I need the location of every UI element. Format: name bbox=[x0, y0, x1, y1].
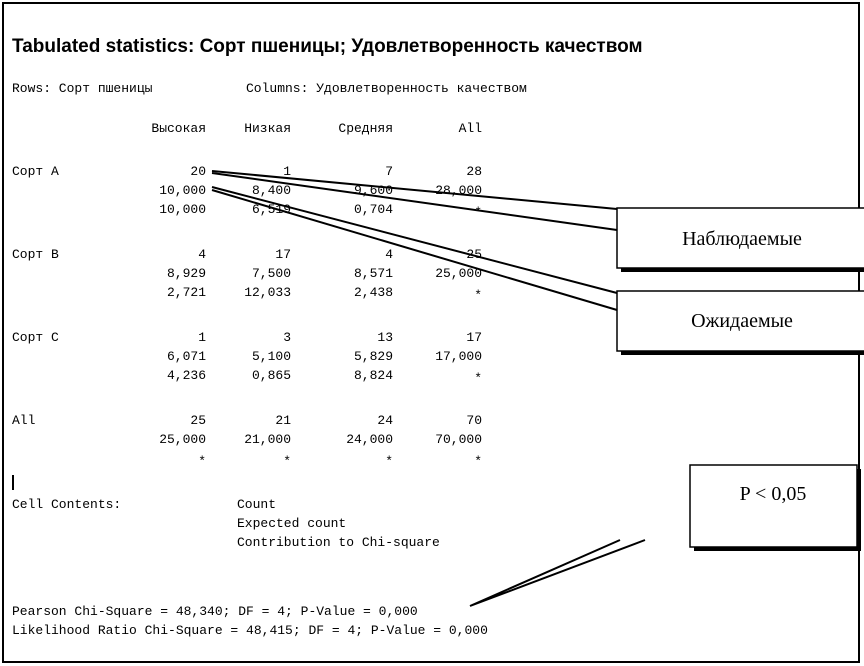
cell: 0,865 bbox=[252, 368, 291, 383]
columns-caption: Columns: Удовлетворенность качеством bbox=[246, 81, 527, 96]
cell: 5,829 bbox=[354, 349, 393, 364]
cell: 8,824 bbox=[354, 368, 393, 383]
callout-box bbox=[616, 207, 864, 269]
cell: 17 bbox=[275, 247, 291, 262]
cell: 12,033 bbox=[244, 285, 291, 300]
row-label: All bbox=[12, 413, 36, 428]
callout-box bbox=[689, 464, 858, 548]
cell: * bbox=[385, 454, 393, 469]
cell: 10,000 bbox=[159, 183, 206, 198]
cell: 28 bbox=[466, 164, 482, 179]
cell: 21 bbox=[275, 413, 291, 428]
cell: 4 bbox=[385, 247, 393, 262]
cell: * bbox=[474, 288, 482, 303]
cell: * bbox=[474, 205, 482, 220]
cell: * bbox=[474, 454, 482, 469]
cell: 8,400 bbox=[252, 183, 291, 198]
cell: 0,704 bbox=[354, 202, 393, 217]
cell: 7,500 bbox=[252, 266, 291, 281]
cell: 25 bbox=[190, 413, 206, 428]
cell-contents-item: Contribution to Chi-square bbox=[237, 535, 440, 550]
cell-contents-label: Cell Contents: bbox=[12, 497, 121, 512]
cell: 13 bbox=[377, 330, 393, 345]
cell: 70 bbox=[466, 413, 482, 428]
cell: * bbox=[283, 454, 291, 469]
callout-box bbox=[616, 290, 864, 352]
cell: 70,000 bbox=[435, 432, 482, 447]
callout-text: Наблюдаемые bbox=[682, 228, 802, 250]
callout-text: Ожидаемые bbox=[691, 310, 793, 332]
cell: 25,000 bbox=[159, 432, 206, 447]
column-header: Средняя bbox=[338, 121, 393, 136]
cell: 2,438 bbox=[354, 285, 393, 300]
callout-text: P < 0,05 bbox=[740, 483, 807, 505]
column-header: Высокая bbox=[151, 121, 206, 136]
cell: 5,100 bbox=[252, 349, 291, 364]
cell: 25,000 bbox=[435, 266, 482, 281]
cell-contents-item: Count bbox=[237, 497, 276, 512]
cell: 4,236 bbox=[167, 368, 206, 383]
result-line: Likelihood Ratio Chi-Square = 48,415; DF… bbox=[12, 623, 488, 638]
cell: 8,571 bbox=[354, 266, 393, 281]
rows-caption: Rows: Сорт пшеницы bbox=[12, 81, 153, 96]
row-label: Сорт C bbox=[12, 330, 59, 345]
cell: 20 bbox=[190, 164, 206, 179]
cell: 6,071 bbox=[167, 349, 206, 364]
cell: 1 bbox=[198, 330, 206, 345]
cell: 4 bbox=[198, 247, 206, 262]
cell-contents-item: Expected count bbox=[237, 516, 346, 531]
cell: 8,929 bbox=[167, 266, 206, 281]
pointers bbox=[211, 170, 646, 607]
column-header: All bbox=[459, 121, 483, 136]
cell: 3 bbox=[283, 330, 291, 345]
result-line: Pearson Chi-Square = 48,340; DF = 4; P-V… bbox=[12, 604, 418, 619]
cell: * bbox=[198, 454, 206, 469]
cell: 24,000 bbox=[346, 432, 393, 447]
row-label: Сорт B bbox=[12, 247, 59, 262]
title: Tabulated statistics: Сорт пшеницы; Удов… bbox=[12, 36, 643, 57]
cell: 1 bbox=[283, 164, 291, 179]
cell-contents: Count Expected count Contribution to Chi-s… bbox=[237, 497, 440, 550]
cell: 2,721 bbox=[167, 285, 206, 300]
column-header: Низкая bbox=[244, 121, 291, 136]
cell: * bbox=[474, 371, 482, 386]
cell: 25 bbox=[466, 247, 482, 262]
cell: 21,000 bbox=[244, 432, 291, 447]
cell: 24 bbox=[377, 413, 393, 428]
cell: 17,000 bbox=[435, 349, 482, 364]
row-label: Сорт A bbox=[12, 164, 59, 179]
cell: 10,000 bbox=[159, 202, 206, 217]
cell: 7 bbox=[385, 164, 393, 179]
cell: 17 bbox=[466, 330, 482, 345]
